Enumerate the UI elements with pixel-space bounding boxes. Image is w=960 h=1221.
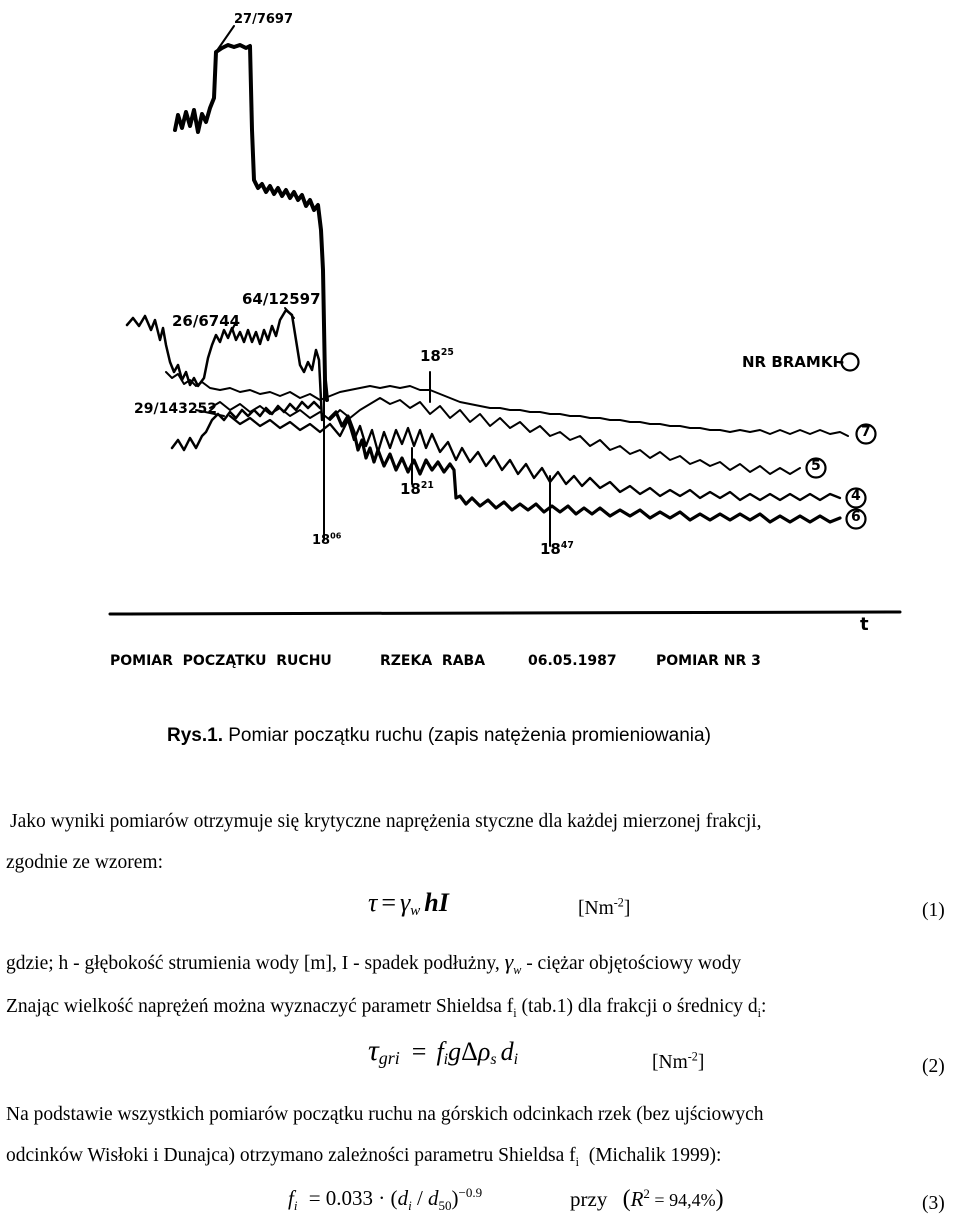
label-1806: 1806 [312,531,342,548]
equation-1-unit: [Nm-2] [578,895,631,919]
leader-29 [195,409,225,417]
legend-title: NR BRAMKI- [742,353,845,371]
paragraph1-line1: Jako wyniki pomiarów otrzymuje się kryty… [10,811,762,832]
curve-label-6: 6 [851,509,861,525]
footer-right: POMIAR NR 3 [656,653,761,669]
paragraph1-line2: zgodnie ze wzorem: [6,852,164,873]
circle-nr [840,352,860,372]
curve-label-7: 7 [861,424,871,440]
footer-river: RZEKA RABA [380,653,486,669]
curve-7 [165,371,849,437]
axis-label-t: t [860,614,869,635]
circle-4 [845,487,867,509]
leader-top [215,25,235,53]
paragraph2-line2: odcinków Wisłoki i Dunajca) otrzymano za… [6,1145,722,1169]
circle-6 [845,508,867,530]
curve-26 [125,308,324,422]
caption-label: Rys.1. [167,725,223,746]
footer-date: 06.05.1987 [528,653,617,669]
equation-2: τgri = figΔρs di [368,1034,519,1069]
label-26-6744: 26/6744 [172,312,241,330]
caption-text: Pomiar początku ruchu (zapis natężenia p… [222,725,711,746]
figure-caption: Rys.1. Pomiar początku ruchu (zapis natę… [167,724,711,748]
leader-64 [284,307,295,319]
equation-3: fi = 0.033 · (di / d50)−0.9 [288,1185,483,1214]
footer-left: POMIAR POCZĄTKU RUCHU [110,653,332,669]
curve-label-4: 4 [851,488,861,504]
circle-5 [805,457,827,479]
equation-3-number: (3) [922,1193,945,1214]
leader-26 [231,321,237,331]
paragraph2-line1: Na podstawie wszystkich pomiarów początk… [6,1104,764,1125]
label-1821: 1821 [400,480,434,498]
label-64-12597: 64/12597 [242,290,321,308]
label-1825: 1825 [420,347,454,365]
label-27-7697: 27/7697 [234,12,294,27]
curve-top [173,43,329,402]
equation-2-number: (2) [922,1056,945,1077]
label-29-143252: 29/143252 [134,401,218,417]
shields-line: Znając wielkość naprężeń można wyznaczyć… [6,996,767,1020]
label-1847: 1847 [540,540,574,558]
time-axis [108,610,902,616]
measurement-figure [108,25,902,616]
definitions-line: gdzie; h - głębokość strumienia wody [m]… [6,949,742,977]
equation-1-number: (1) [922,900,945,921]
curve-29 [170,400,322,452]
curve-4 [228,414,842,502]
curve-5 [209,397,801,475]
equation-1: τ = γw hI [368,888,449,920]
circle-7 [855,423,877,445]
equation-3-condition: przy (R2 = 94,4%) [570,1186,724,1212]
curve-6 [328,410,842,524]
equation-2-unit: [Nm-2] [652,1049,705,1073]
curve-label-5: 5 [811,458,821,474]
